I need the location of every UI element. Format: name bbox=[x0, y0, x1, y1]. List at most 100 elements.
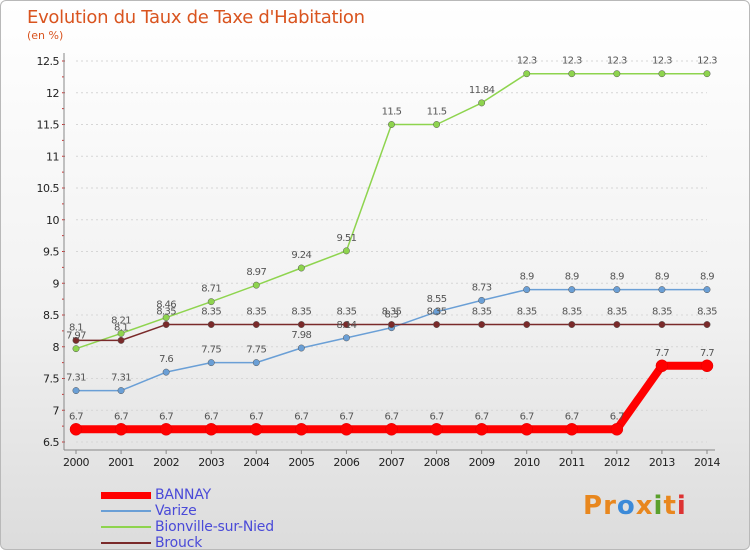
data-point bbox=[433, 121, 441, 128]
data-label: 8.35 bbox=[427, 307, 447, 318]
data-label: 8.3 bbox=[384, 310, 398, 321]
data-label: 12.3 bbox=[607, 56, 627, 67]
data-point bbox=[72, 336, 80, 344]
y-tick-label: 10 bbox=[46, 214, 59, 227]
data-label: 6.7 bbox=[339, 411, 353, 422]
data-point bbox=[207, 321, 215, 328]
data-label: 8.35 bbox=[291, 307, 311, 318]
data-point bbox=[117, 336, 125, 344]
axes: 6.5 7 7.5 8 8.5 9 9.5 10 10.5 11 11.5 12 12.5 2000 200… bbox=[37, 53, 721, 469]
y-tick-label: 12 bbox=[46, 87, 59, 100]
data-point bbox=[162, 321, 170, 328]
data-point bbox=[388, 121, 395, 128]
y-tick-label: 9.5 bbox=[43, 246, 59, 259]
y-tick-label: 10.5 bbox=[37, 182, 60, 195]
data-point bbox=[295, 423, 308, 436]
legend-item: Brouck bbox=[101, 535, 274, 550]
x-tick-label: 2009 bbox=[469, 456, 495, 469]
y-tick-label: 6.5 bbox=[43, 436, 59, 449]
legend-label: Brouck bbox=[155, 535, 203, 550]
data-label: 8.1 bbox=[69, 322, 83, 333]
data-point bbox=[478, 99, 486, 107]
data-label: 6.7 bbox=[159, 411, 173, 422]
legend-label: Varize bbox=[155, 503, 197, 519]
legend-swatch bbox=[101, 510, 151, 512]
data-point bbox=[568, 286, 576, 294]
legend-swatch bbox=[101, 491, 151, 499]
x-tick-label: 2008 bbox=[424, 456, 450, 469]
data-label: 8.55 bbox=[427, 294, 447, 305]
data-label: 8.71 bbox=[201, 284, 221, 295]
data-point bbox=[703, 70, 711, 78]
data-label: 11.5 bbox=[427, 107, 447, 118]
data-label: 6.7 bbox=[294, 411, 308, 422]
legend-item: BANNAY bbox=[101, 487, 274, 503]
data-label: 8.35 bbox=[652, 307, 672, 318]
y-tick-label: 9 bbox=[53, 277, 60, 290]
data-point bbox=[478, 296, 486, 304]
data-point bbox=[658, 321, 666, 328]
data-point bbox=[297, 264, 305, 272]
logo-letter: x bbox=[635, 491, 654, 521]
data-label: 9.51 bbox=[336, 233, 356, 244]
data-label: 8.35 bbox=[382, 307, 402, 318]
data-point bbox=[523, 321, 531, 328]
data-point bbox=[388, 321, 395, 328]
data-label: 9.24 bbox=[291, 250, 311, 261]
y-tick-label: 11 bbox=[46, 150, 59, 163]
x-tick-label: 2011 bbox=[559, 456, 585, 469]
data-label: 6.7 bbox=[430, 411, 444, 422]
data-label: 6.7 bbox=[249, 411, 263, 422]
data-label: 6.7 bbox=[475, 411, 489, 422]
data-label: 6.7 bbox=[384, 411, 398, 422]
data-label: 6.7 bbox=[114, 411, 128, 422]
data-label: 8.9 bbox=[520, 272, 534, 283]
data-point bbox=[658, 286, 666, 294]
data-label: 7.97 bbox=[66, 331, 86, 342]
data-point bbox=[568, 321, 576, 328]
data-point bbox=[72, 387, 80, 395]
data-label: 8.9 bbox=[610, 272, 624, 283]
y-tick-label: 7 bbox=[53, 404, 60, 417]
x-tick-label: 2003 bbox=[198, 456, 224, 469]
y-tick-label: 11.5 bbox=[37, 119, 60, 132]
data-point bbox=[520, 423, 533, 436]
data-point bbox=[658, 70, 666, 78]
data-point bbox=[297, 344, 305, 352]
x-tick-label: 2014 bbox=[694, 456, 720, 469]
data-label: 6.7 bbox=[610, 411, 624, 422]
data-label: 7.31 bbox=[66, 373, 86, 384]
x-tick-label: 2001 bbox=[108, 456, 134, 469]
data-label: 7.7 bbox=[700, 348, 714, 359]
data-point bbox=[252, 281, 260, 289]
data-point bbox=[250, 423, 263, 436]
y-tick-label: 7.5 bbox=[43, 373, 59, 386]
data-label: 8.14 bbox=[336, 320, 356, 331]
data-label: 12.3 bbox=[562, 56, 582, 67]
data-point bbox=[703, 321, 711, 328]
data-point bbox=[523, 286, 531, 294]
data-point bbox=[700, 359, 714, 373]
data-label: 11.5 bbox=[382, 107, 402, 118]
data-point bbox=[72, 345, 80, 353]
data-point bbox=[613, 286, 621, 294]
data-point bbox=[297, 321, 305, 328]
data-label: 12.3 bbox=[652, 56, 672, 67]
data-point bbox=[433, 321, 441, 328]
data-point bbox=[204, 423, 218, 436]
data-point bbox=[430, 423, 443, 436]
data-label: 8.35 bbox=[472, 307, 492, 318]
data-point bbox=[342, 247, 350, 255]
logo-letter: o bbox=[616, 491, 636, 521]
data-point bbox=[114, 423, 128, 436]
logo-letter: t bbox=[663, 491, 677, 521]
x-tick-label: 2010 bbox=[514, 456, 540, 469]
data-point bbox=[385, 423, 398, 436]
data-label: 8.9 bbox=[565, 272, 579, 283]
data-point bbox=[252, 321, 260, 328]
data-point bbox=[523, 70, 531, 78]
y-tick-label: 8.5 bbox=[43, 309, 59, 322]
grid-lines bbox=[76, 60, 707, 443]
